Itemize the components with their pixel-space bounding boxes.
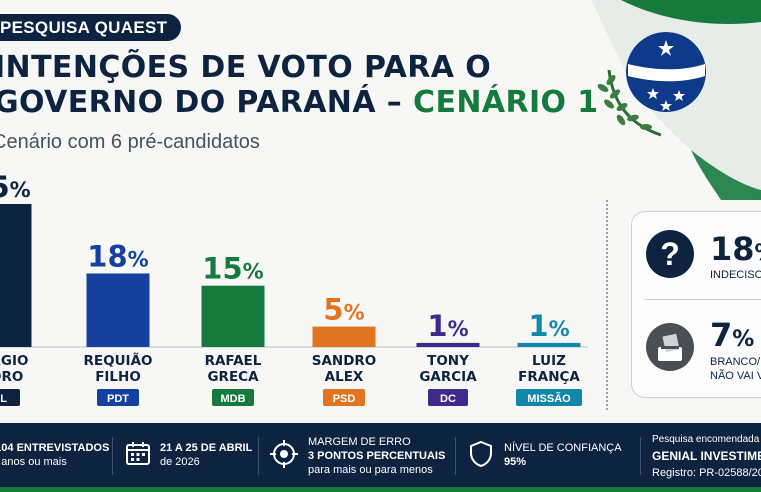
margin-of-error: MARGEM DE ERRO 3 PONTOS PERCENTUAIS para… [308, 435, 445, 477]
party-tag-label-6: MISSÃO [527, 392, 571, 405]
candidate-name-6-line-1: LUIZ [532, 353, 566, 369]
confidence-title: NÍVEL DE CONFIANÇA [504, 442, 622, 454]
sponsor-info: Pesquisa encomendada pela GENIAL INVESTI… [652, 433, 761, 480]
candidate-name-3-line-1: RAFAEL [205, 353, 262, 369]
footer-accent-stripe [0, 487, 761, 492]
blank-percent: 7% [710, 316, 754, 354]
undecided-label: INDECISOS [710, 269, 761, 281]
sponsor-note: Pesquisa encomendada pela [652, 434, 761, 445]
blank-value: 7 [710, 316, 733, 354]
confidence-level: NÍVEL DE CONFIANÇA 95% [504, 435, 622, 469]
title-line-1: INTENÇÕES DE VOTO PARA O [0, 50, 492, 85]
bar-1 [0, 204, 32, 347]
blank-percent-sign: % [732, 327, 755, 352]
page-title: INTENÇÕES DE VOTO PARA O GOVERNO DO PARA… [0, 50, 644, 120]
bar-2 [86, 273, 150, 347]
candidate-name-3-line-2: GRECA [207, 369, 259, 385]
question-mark-icon: ? [646, 230, 694, 278]
blank-label-line-1: BRANCO/NULO/ [710, 356, 761, 368]
sponsor-name: GENIAL INVESTIMENTOS [652, 449, 761, 463]
margin-note: para mais ou para menos [308, 464, 433, 476]
bar-5 [416, 342, 480, 347]
sample-info: 1.104 ENTREVISTADOS 16 anos ou mais [0, 435, 109, 469]
bar-value-label-4: 5% [323, 293, 364, 327]
candidate-name-2-line-1: REQUIÃO [83, 352, 152, 369]
candidate-name-4-line-1: SANDRO [312, 353, 377, 369]
title-line-2-part-1: GOVERNO DO PARANÁ – [0, 85, 414, 120]
methodology-footer: 1.104 ENTREVISTADOS 16 anos ou mais 21 A… [0, 423, 761, 492]
party-tag-5 [428, 389, 468, 406]
target-icon [270, 440, 298, 468]
dates-year: de 2026 [160, 456, 200, 468]
party-tag-label-5: DC [440, 393, 456, 405]
party-tag-3 [212, 389, 254, 406]
margin-title: MARGEM DE ERRO [308, 436, 411, 448]
margin-value: 3 PONTOS PERCENTUAIS [308, 450, 446, 462]
dates-range: 21 A 25 DE ABRIL [160, 442, 253, 454]
ballot-box-icon [646, 323, 694, 371]
party-tag-label-1: PL [0, 393, 7, 405]
footer-separator [640, 437, 641, 475]
candidate-name-2-line-2: FILHO [95, 369, 141, 385]
sample-count: 1.104 ENTREVISTADOS [0, 442, 110, 454]
page-subtitle: Cenário com 6 pré-candidatos [0, 131, 260, 153]
candidate-name-1-line-2: MORO [0, 369, 23, 385]
footer-separator [112, 437, 113, 475]
candidate-name-4-line-2: ALEX [325, 369, 364, 385]
blank-label-line-2: NÃO VAI VOTAR [710, 370, 761, 382]
parana-flag-icon [591, 0, 761, 200]
bar-4 [312, 326, 376, 347]
vertical-separator [606, 200, 608, 410]
candidate-name-5-line-2: GARCIA [419, 369, 477, 385]
undecided-percent-sign: % [755, 241, 761, 266]
undecided-blank-card: ? 18% INDECISOS 7% BRANCO/NULO/ NÃO VAI … [631, 211, 761, 398]
bar-value-label-3: 15% [202, 252, 263, 286]
shield-icon [470, 440, 492, 468]
candidate-name-1-line-1: SERGIO [0, 353, 28, 369]
candidate-name-6-line-2: FRANÇA [518, 369, 580, 385]
registration-number: Registro: PR-02588/2026 [652, 467, 761, 479]
bar-value-label-5: 1% [427, 309, 468, 343]
party-tag-2 [97, 389, 139, 406]
card-divider [644, 299, 761, 300]
sample-age: 16 anos ou mais [0, 456, 67, 468]
undecided-value: 18 [710, 230, 755, 268]
coat-of-arms-icon [597, 32, 706, 137]
party-tag-label-2: PDT [107, 393, 129, 405]
undecided-percent: 18% [710, 230, 761, 268]
bar-value-label-2: 18% [87, 239, 148, 273]
title-line-2: GOVERNO DO PARANÁ – CENÁRIO 1 [0, 85, 644, 120]
candidate-name-5-line-1: TONY [427, 353, 469, 369]
party-tag-label-3: MDB [220, 393, 245, 405]
title-scenario: CENÁRIO 1 [413, 85, 599, 120]
bar-3 [201, 285, 265, 347]
party-tag-4 [323, 389, 365, 406]
calendar-icon [126, 442, 150, 465]
party-tag-6 [516, 389, 582, 406]
bar-value-label-1: 35% [0, 170, 31, 204]
bar-6 [517, 342, 581, 347]
party-tag-label-4: PSD [333, 393, 356, 405]
footer-separator [455, 437, 456, 475]
bar-value-label-6: 1% [528, 309, 569, 343]
survey-dates: 21 A 25 DE ABRIL de 2026 [160, 435, 252, 469]
poll-badge: PESQUISA QUAEST [0, 14, 182, 41]
party-tag-1 [0, 389, 20, 406]
footer-separator [258, 437, 259, 475]
confidence-value: 95% [504, 456, 527, 468]
